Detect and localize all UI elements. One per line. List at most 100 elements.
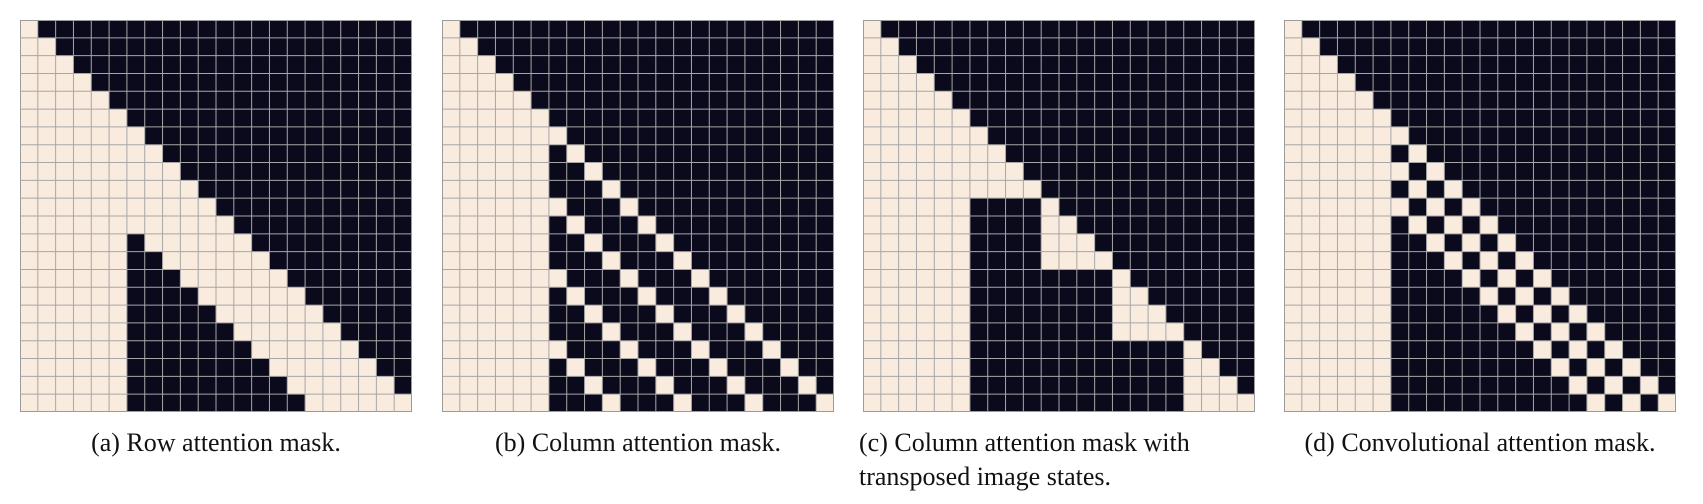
mask-cell: [744, 287, 763, 306]
mask-cell: [1426, 340, 1445, 359]
mask-cell: [602, 376, 621, 395]
mask-cell: [1284, 233, 1302, 252]
mask-cell: [1237, 233, 1255, 252]
mask-cell: [816, 91, 834, 110]
mask-cell: [1497, 340, 1516, 359]
mask-cell: [566, 251, 585, 270]
mask-cell: [20, 162, 38, 181]
mask-cell: [1604, 20, 1623, 38]
mask-cell: [1586, 55, 1605, 74]
mask-cell: [1130, 144, 1149, 163]
mask-cell: [1390, 180, 1409, 199]
mask-cell: [1551, 358, 1570, 377]
mask-cell: [1533, 55, 1552, 74]
mask-cell: [37, 144, 56, 163]
mask-cell: [987, 55, 1006, 74]
mask-cell: [898, 180, 917, 199]
mask-cell: [1515, 180, 1534, 199]
mask-cell: [1355, 91, 1374, 110]
mask-cell: [340, 216, 359, 234]
mask-cell: [109, 305, 127, 323]
mask-cell: [1497, 287, 1516, 306]
mask-cell: [1130, 198, 1149, 216]
mask-cell: [1319, 233, 1338, 252]
mask-cell: [798, 162, 817, 181]
mask-cell: [691, 322, 710, 341]
mask-cell: [880, 305, 899, 323]
mask-cell: [1586, 216, 1605, 234]
mask-cell: [655, 394, 674, 412]
panel-a: (a) Row attention mask.: [20, 20, 412, 460]
mask-cell: [548, 162, 567, 181]
caption-b: (b) Column attention mask.: [442, 426, 834, 460]
mask-cell: [513, 109, 532, 127]
mask-cell: [1515, 287, 1534, 306]
mask-cell: [898, 55, 917, 74]
mask-cell: [513, 55, 532, 74]
mask-cell: [1148, 305, 1166, 323]
mask-cell: [987, 144, 1006, 163]
mask-cell: [1201, 394, 1220, 412]
mask-cell: [934, 109, 953, 127]
mask-cell: [1658, 251, 1676, 270]
mask-cell: [20, 233, 38, 252]
mask-cell: [880, 287, 899, 306]
mask-cell: [305, 144, 323, 163]
mask-cell: [934, 37, 953, 56]
mask-cell: [1301, 144, 1320, 163]
mask-cell: [863, 305, 881, 323]
mask-cell: [916, 305, 935, 323]
mask-cell: [91, 358, 110, 377]
mask-cell: [691, 340, 710, 359]
mask-cell: [987, 162, 1006, 181]
mask-cell: [1390, 37, 1409, 56]
mask-cell: [1658, 55, 1676, 74]
mask-cell: [1480, 162, 1498, 181]
mask-cell: [1640, 126, 1659, 145]
mask-cell: [1183, 233, 1202, 252]
mask-cell: [1219, 376, 1238, 395]
mask-cell: [1201, 144, 1220, 163]
mask-cell: [655, 322, 674, 341]
mask-cell: [1462, 73, 1480, 92]
mask-cell: [602, 340, 621, 359]
mask-cell: [340, 73, 359, 92]
mask-cell: [952, 251, 970, 270]
mask-cell: [513, 287, 532, 306]
mask-cell: [1041, 162, 1059, 181]
mask-cell: [287, 216, 306, 234]
mask-cell: [1640, 305, 1659, 323]
mask-cell: [1604, 126, 1623, 145]
mask-cell: [1426, 109, 1445, 127]
mask-cell: [1622, 269, 1641, 288]
mask-cell: [1094, 144, 1113, 163]
mask-cell: [495, 162, 514, 181]
mask-cell: [1515, 126, 1534, 145]
mask-cell: [20, 198, 38, 216]
mask-cell: [1201, 269, 1220, 288]
mask-cell: [340, 91, 359, 110]
mask-cell: [1515, 322, 1534, 341]
mask-cell: [880, 109, 899, 127]
mask-cell: [109, 251, 127, 270]
mask-cell: [1041, 233, 1059, 252]
mask-cell: [1319, 394, 1338, 412]
mask-cell: [1533, 233, 1552, 252]
mask-cell: [1148, 216, 1166, 234]
mask-cell: [1219, 233, 1238, 252]
mask-cell: [548, 144, 567, 163]
mask-cell: [1237, 37, 1255, 56]
mask-cell: [584, 109, 603, 127]
mask-cell: [863, 376, 881, 395]
mask-cell: [442, 269, 460, 288]
mask-cell: [1301, 394, 1320, 412]
mask-cell: [780, 233, 799, 252]
mask-cell: [1604, 340, 1623, 359]
mask-cell: [376, 180, 395, 199]
mask-cell: [126, 376, 145, 395]
mask-cell: [673, 305, 692, 323]
mask-cell: [1515, 109, 1534, 127]
mask-cell: [251, 251, 270, 270]
mask-cell: [394, 287, 412, 306]
mask-cell: [1041, 376, 1059, 395]
